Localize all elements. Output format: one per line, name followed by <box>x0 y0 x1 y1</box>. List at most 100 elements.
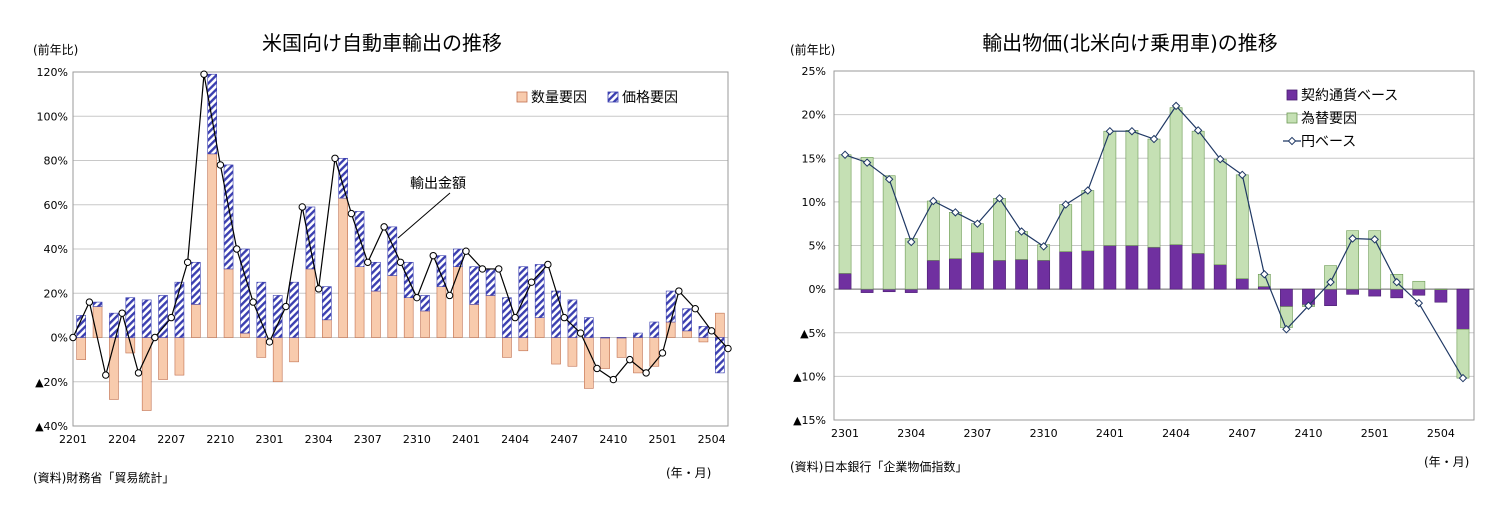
chart2-bar-contract <box>1257 286 1271 290</box>
chart1-bar-price <box>272 295 283 338</box>
chart1-line-point <box>380 223 388 231</box>
chart1-line-point <box>544 260 552 269</box>
chart1-xtick-label: 2210 <box>206 433 234 446</box>
chart2-line-point <box>1260 270 1269 279</box>
chart1-ytick-label: ▲20% <box>35 376 68 389</box>
chart1-line-point <box>85 298 94 306</box>
chart2-line-point <box>1304 301 1313 310</box>
chart1-bar-quantity <box>485 295 496 338</box>
chart1-bar-price <box>534 264 545 318</box>
chart2-line-point <box>1083 186 1093 195</box>
chart1-line-point <box>658 349 667 357</box>
chart1-bar-price <box>223 164 234 270</box>
chart1-line-point <box>216 161 225 169</box>
chart1-bar-price <box>420 295 430 312</box>
chart1-bar-quantity <box>469 304 479 338</box>
chart1-title: 米国向け自動車輸出の推移 <box>262 31 502 55</box>
chart2-bar-contract <box>1390 288 1404 299</box>
chart1-line-point <box>429 251 437 260</box>
chart1-bar-quantity <box>289 337 299 363</box>
chart1-ytick-label: 60% <box>44 199 68 212</box>
chart1-line-point <box>691 305 699 313</box>
chart2-title: 輸出物価(北米向け乗用車)の推移 <box>982 31 1278 55</box>
chart1-bar-price <box>436 255 447 287</box>
legend-label-contract: 契約通貨ベース <box>1301 87 1398 104</box>
chart2-bar-contract <box>838 273 852 290</box>
chart1-line-point <box>118 309 126 317</box>
chart1-ytick-label: 100% <box>37 110 68 123</box>
chart1-bar-price <box>649 321 660 338</box>
chart1-bar-price <box>141 299 152 338</box>
chart2-bar-contract <box>1037 260 1051 290</box>
chart2-source: (資料)日本銀行「企業物価指数」 <box>790 459 967 474</box>
chart1-bar-quantity <box>338 197 348 338</box>
chart1-bar-quantity <box>436 286 447 338</box>
chart1-bar-quantity <box>223 268 234 338</box>
chart1-bar-quantity <box>322 319 332 338</box>
chart1-bar-quantity <box>256 337 267 358</box>
chart1-bar-price <box>125 297 136 338</box>
chart1-line-point <box>347 209 356 218</box>
chart2-bar-contract <box>1346 288 1359 295</box>
chart2-line-point <box>1127 126 1137 136</box>
chart1-bar-quantity <box>305 268 316 338</box>
chart2-bar-contract <box>1147 246 1161 290</box>
chart1-line-point <box>233 245 241 253</box>
chart2-bar-fx <box>949 212 962 259</box>
chart1-line-point <box>396 258 405 266</box>
chart2-line-point <box>1238 170 1247 180</box>
chart1-bar-quantity <box>371 290 381 338</box>
legend-label-quantity: 数量要因 <box>531 90 587 106</box>
chart1-bar-price <box>371 261 381 292</box>
chart1-line-export-value <box>72 74 729 381</box>
chart2-bar-fx <box>1081 190 1095 252</box>
chart1-bar-quantity <box>534 317 545 338</box>
chart1-line-point <box>364 258 372 266</box>
chart1-bar-quantity <box>502 337 512 358</box>
chart1-bar-price <box>698 326 709 338</box>
chart2-line-point <box>1215 154 1225 164</box>
chart1-line-point <box>413 293 421 302</box>
chart2-line-point <box>995 194 1004 203</box>
chart1-line-point <box>462 247 470 255</box>
chart2-line-point <box>1017 227 1026 236</box>
chart2-ytick-label: ▲15% <box>793 414 826 427</box>
chart1-line-point <box>724 344 732 353</box>
chart1-line-point <box>495 265 503 273</box>
chart2-bar-fx <box>1169 107 1183 245</box>
chart2-bar-contract <box>882 288 896 293</box>
chart2-bar-fx <box>1235 174 1249 279</box>
legend-swatch-price <box>607 91 619 103</box>
chart2-bar-contract <box>1169 244 1183 290</box>
chart1-line-point <box>249 298 257 306</box>
chart1-bar-quantity <box>174 337 185 376</box>
chart1-bar-price <box>600 337 610 339</box>
chart2-line-point <box>1326 277 1335 287</box>
chart1-bar-price <box>485 268 496 296</box>
chart1-line-point <box>102 371 110 379</box>
chart1-bar-price <box>551 290 561 338</box>
chart2-xtick-label: 2401 <box>1096 427 1124 440</box>
chart2-line-point <box>1414 298 1424 308</box>
chart2-bar-fx <box>993 198 1006 261</box>
chart1-xtick-label: 2401 <box>452 433 480 446</box>
chart1-bar-price <box>387 226 398 276</box>
chart2-bar-contract <box>949 258 962 290</box>
chart1-bar-quantity <box>633 337 643 374</box>
chart1-bar-quantity <box>616 337 627 358</box>
chart1-bar-quantity <box>191 304 201 338</box>
chart1-bar-price <box>567 299 578 338</box>
chart1-bar-quantity <box>403 297 414 338</box>
chart2-bar-fx <box>1213 158 1227 265</box>
chart1-xtick-label: 2204 <box>108 433 136 446</box>
chart2-bar-fx <box>1434 288 1448 290</box>
chart1-bar-price <box>305 206 316 270</box>
chart2-ytick-label: 20% <box>802 109 826 122</box>
chart2-bar-contract <box>860 288 874 293</box>
chart1-line-point <box>298 203 306 211</box>
chart2-line-point <box>1039 242 1048 251</box>
legend-swatch-contract <box>1286 89 1298 101</box>
chart2-bar-fx <box>860 157 874 290</box>
chart2-line-point <box>862 158 872 167</box>
chart-export-price: 輸出物価(北米向け乗用車)の推移 (前年比) (年・月) (資料)日本銀行「企業… <box>790 31 1475 474</box>
